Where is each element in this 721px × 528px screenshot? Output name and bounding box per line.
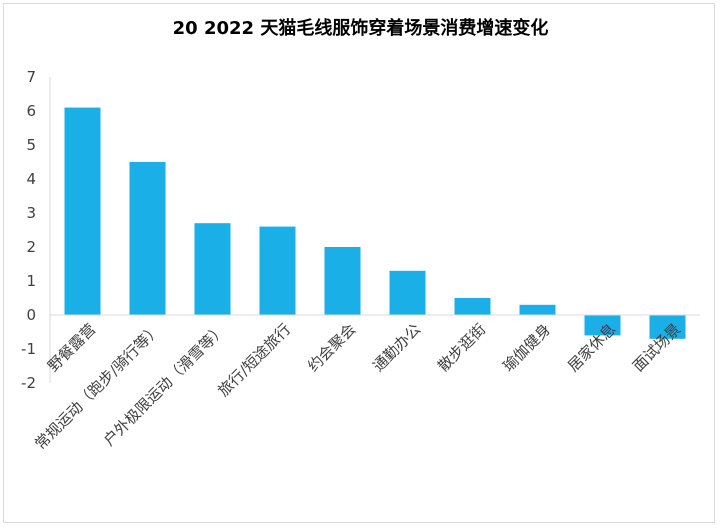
y-tick-label: 7 (26, 68, 36, 86)
y-tick-label: 5 (26, 136, 36, 154)
x-tick-label: 通勤办公 (369, 320, 424, 375)
bar (389, 270, 426, 315)
y-tick-label: -1 (21, 340, 36, 358)
y-tick-label: 6 (26, 102, 36, 120)
bar (649, 315, 686, 339)
x-tick-label: 常规运动（跑步/骑行等） (31, 320, 164, 453)
x-tick-label: 瑜伽健身 (499, 320, 554, 375)
bar (64, 107, 101, 315)
x-tick-label: 野餐露营 (44, 320, 99, 375)
y-tick-label: -2 (21, 374, 36, 392)
x-tick-label: 约会聚会 (304, 320, 359, 375)
x-tick-label: 户外极限运动（滑雪等） (100, 320, 229, 449)
x-tick-label: 散步逛街 (434, 320, 489, 375)
chart-title: 20 2022 天猫毛线服饰穿着场景消费增速变化 (172, 18, 549, 39)
y-tick-label: 4 (26, 170, 36, 188)
y-tick-label: 3 (26, 204, 36, 222)
bar (324, 247, 361, 315)
bar (259, 226, 296, 315)
bar (194, 223, 231, 315)
bar (454, 298, 491, 315)
y-tick-label: 1 (26, 272, 36, 290)
y-tick-label: 0 (26, 306, 36, 324)
bar (519, 304, 556, 315)
y-tick-label: 2 (26, 238, 36, 256)
bar (129, 162, 166, 315)
bar (584, 315, 621, 336)
